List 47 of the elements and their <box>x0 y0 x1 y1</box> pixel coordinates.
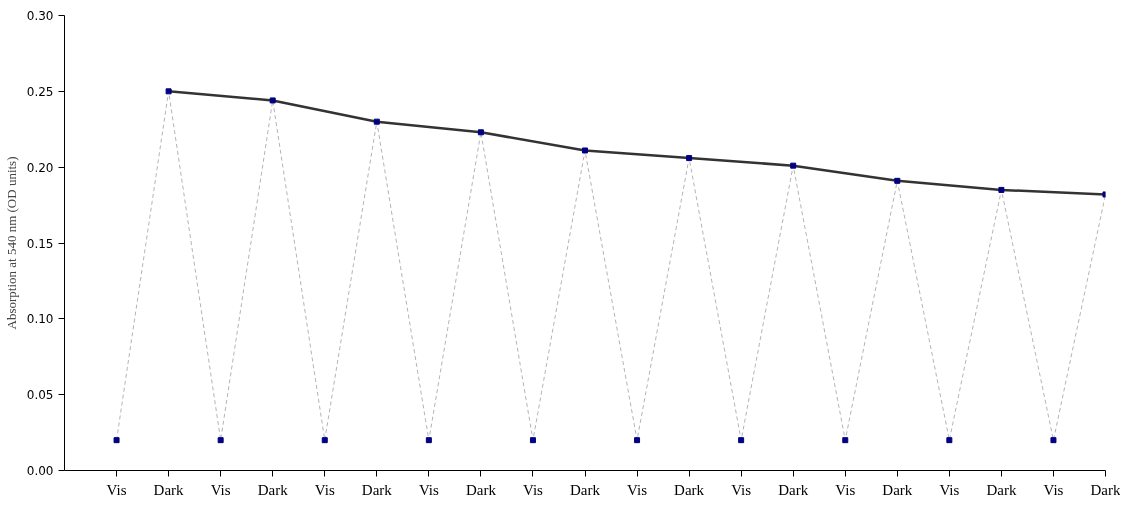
point <box>998 186 1005 193</box>
point <box>269 97 276 104</box>
point <box>946 437 953 444</box>
point <box>165 88 172 95</box>
point <box>321 437 328 444</box>
x-tick-label: Vis <box>522 481 544 498</box>
y-tick-label: 0.20 <box>26 160 54 175</box>
point <box>1050 437 1057 444</box>
point <box>582 147 588 154</box>
y-tick-label: 0.30 <box>26 9 54 23</box>
point <box>529 437 536 444</box>
y-tick-label: 0.00 <box>26 464 54 478</box>
point <box>842 437 849 444</box>
point <box>790 162 797 169</box>
y-axis-title: Absorption at 540 nm (OD units) <box>3 156 19 330</box>
x-tick-label: Dark <box>674 481 705 498</box>
point <box>373 118 380 125</box>
x-tick-label: Dark <box>986 481 1017 498</box>
point <box>634 437 641 444</box>
point <box>686 155 693 162</box>
x-tick-label: Dark <box>153 481 185 498</box>
x-tick-label: Vis <box>1043 481 1064 498</box>
x-tick-label: Vis <box>418 481 439 498</box>
point <box>894 177 901 184</box>
x-tick-label: Vis <box>210 481 231 498</box>
point <box>113 437 120 444</box>
x-tick-label: Dark <box>465 481 497 498</box>
x-tick-label: Dark <box>361 481 393 498</box>
point <box>477 129 484 136</box>
x-tick-label: Vis <box>835 481 856 498</box>
x-tick-label: Vis <box>106 481 127 498</box>
y-tick-label: 0.25 <box>26 84 54 99</box>
x-tick-label: Dark <box>257 481 289 498</box>
point <box>217 437 224 444</box>
y-tick-label: 0.10 <box>26 312 54 327</box>
point <box>738 437 745 444</box>
x-tick-label: Dark <box>778 481 809 498</box>
y-tick-label: 0.05 <box>26 388 54 403</box>
x-tick-label: Vis <box>314 481 335 498</box>
x-tick-label: Vis <box>731 481 752 498</box>
x-tick-label: Vis <box>627 481 648 498</box>
x-tick-label: Dark <box>882 481 913 498</box>
x-tick-label: Dark <box>570 481 601 498</box>
y-tick-label: 0.15 <box>26 236 54 251</box>
x-tick-label: Dark <box>1090 481 1121 498</box>
x-tick-label: Vis <box>939 481 960 498</box>
point <box>425 437 432 444</box>
